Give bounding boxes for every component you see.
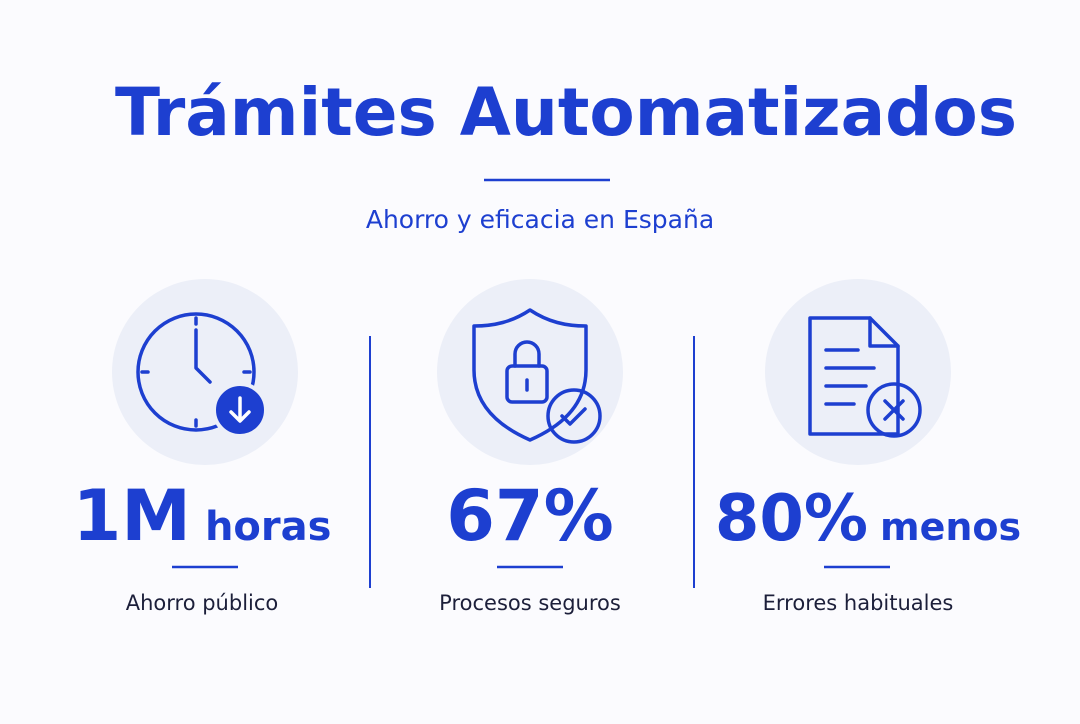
stat-label: Errores habituales bbox=[763, 591, 954, 615]
stat-label: Ahorro público bbox=[126, 591, 279, 615]
stat-1: 1M horas Ahorro público bbox=[73, 475, 332, 615]
stat-value: 80% menos bbox=[715, 482, 1021, 556]
document-icon bbox=[765, 279, 951, 465]
stat-number: 80% bbox=[715, 482, 868, 556]
stat-unit: menos bbox=[880, 505, 1021, 549]
stat-label: Procesos seguros bbox=[439, 591, 621, 615]
stat-unit: horas bbox=[205, 504, 331, 550]
stat-number: 67% bbox=[446, 475, 614, 557]
stat-number: 1M bbox=[73, 475, 191, 557]
clock-icon bbox=[112, 279, 298, 465]
stat-value: 1M horas bbox=[73, 475, 332, 557]
title: Trámites Automatizados bbox=[115, 74, 1017, 151]
stat-3: 80% menos Errores habituales bbox=[715, 482, 1021, 615]
shield-icon bbox=[437, 279, 623, 465]
subtitle: Ahorro y eficacia en España bbox=[366, 205, 714, 234]
stat-2: 67% Procesos seguros bbox=[439, 475, 621, 615]
